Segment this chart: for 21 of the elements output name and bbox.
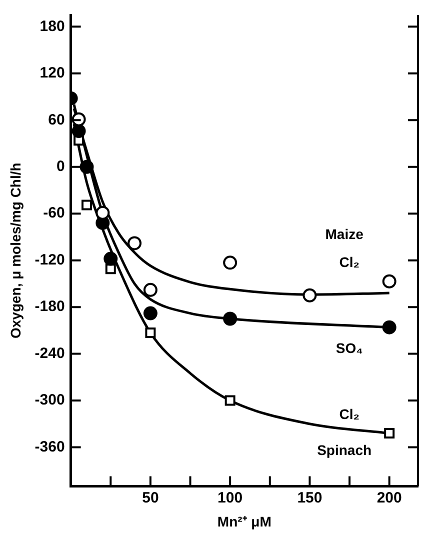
series-label: Cl₂ — [339, 254, 360, 270]
y-tick-label: -180 — [34, 298, 65, 316]
y-tick-label: -120 — [34, 251, 65, 268]
y-axis-title: Oxygen, μ moles/mg Chl/h — [7, 162, 24, 339]
y-tick-label: -300 — [34, 392, 65, 409]
y-tick-label: 60 — [48, 111, 65, 128]
x-tick-label: 50 — [142, 489, 159, 506]
x-tick-label: 150 — [297, 489, 322, 506]
x-axis-title: Mn²⁺ μM — [217, 513, 272, 530]
y-tick-label: 0 — [56, 158, 65, 176]
y-tick-label: -240 — [34, 344, 65, 362]
x-tick-label: 100 — [218, 489, 243, 506]
y-tick-label: 120 — [40, 64, 65, 82]
series-label: SO₄ — [336, 340, 363, 356]
annotation: Maize — [325, 226, 364, 242]
x-tick-label: 200 — [376, 489, 402, 506]
annotation: Spinach — [317, 442, 372, 458]
y-tick-label: -60 — [43, 204, 65, 222]
series-label: Cl₂ — [339, 406, 360, 422]
y-tick-label: -360 — [34, 438, 65, 456]
y-tick-label: 180 — [40, 18, 65, 35]
